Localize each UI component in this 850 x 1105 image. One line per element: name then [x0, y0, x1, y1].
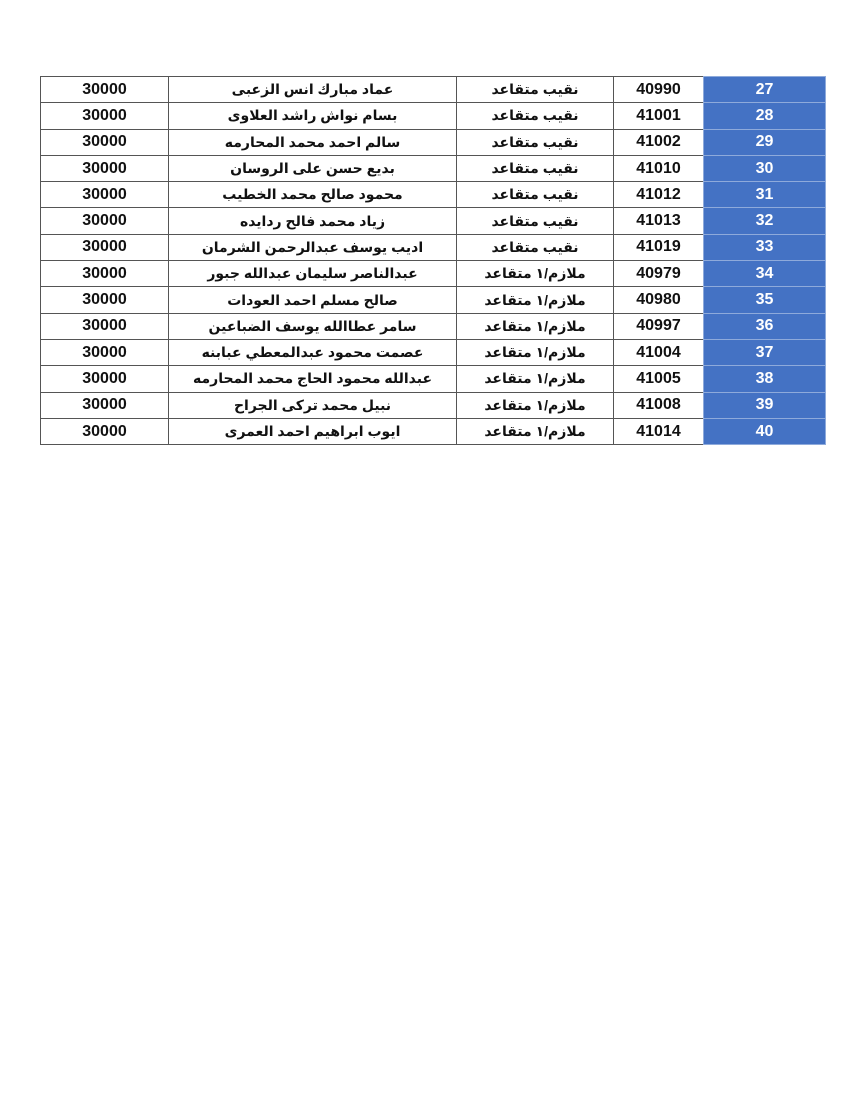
table-row: 31 41012 نقيب متقاعد محمود صالح محمد الخطيب…: [40, 181, 826, 209]
pension-table: 27 40990 نقيب متقاعد عماد مبارك انس الزعبى 3…: [40, 75, 826, 446]
row-number: 36: [703, 312, 826, 340]
rank-cell: ملازم/١ متقاعد: [456, 391, 614, 419]
amount-cell: 30000: [40, 233, 169, 262]
name-cell: بديع حسن على الروسان: [168, 154, 457, 183]
row-number: 31: [703, 181, 826, 209]
rank-cell: ملازم/١ متقاعد: [456, 417, 614, 446]
table-row: 35 40980 ملازم/١ متقاعد صالح مسلم احمد العو…: [40, 286, 826, 314]
amount-cell: 30000: [40, 260, 169, 288]
amount-cell: 30000: [40, 154, 169, 183]
amount-cell: 30000: [40, 128, 169, 156]
id-cell: 41019: [613, 233, 704, 262]
id-cell: 41005: [613, 365, 704, 393]
id-cell: 41012: [613, 181, 704, 209]
id-cell: 41002: [613, 128, 704, 156]
row-number: 32: [703, 207, 826, 235]
table-row: 38 41005 ملازم/١ متقاعد عبدالله محمود الحاج…: [40, 365, 826, 393]
row-number: 29: [703, 128, 826, 156]
name-cell: محمود صالح محمد الخطيب: [168, 181, 457, 209]
table-row: 29 41002 نقيب متقاعد سالم احمد محمد المحارم…: [40, 128, 826, 156]
name-cell: عماد مبارك انس الزعبى: [168, 75, 457, 104]
row-number: 37: [703, 338, 826, 367]
row-number: 30: [703, 154, 826, 183]
id-cell: 41014: [613, 417, 704, 446]
rank-cell: نقيب متقاعد: [456, 181, 614, 209]
name-cell: صالح مسلم احمد العودات: [168, 286, 457, 314]
table-row: 34 40979 ملازم/١ متقاعد عبدالناصر سليمان عب…: [40, 260, 826, 288]
rank-cell: نقيب متقاعد: [456, 102, 614, 130]
name-cell: زياد محمد فالح ردايده: [168, 207, 457, 235]
table-row: 33 41019 نقيب متقاعد اديب يوسف عبدالرحمن ال…: [40, 233, 826, 262]
amount-cell: 30000: [40, 102, 169, 130]
amount-cell: 30000: [40, 181, 169, 209]
rank-cell: ملازم/١ متقاعد: [456, 312, 614, 340]
row-number: 35: [703, 286, 826, 314]
id-cell: 41008: [613, 391, 704, 419]
table-row: 39 41008 ملازم/١ متقاعد نبيل محمد تركى الجر…: [40, 391, 826, 419]
amount-cell: 30000: [40, 75, 169, 104]
id-cell: 40979: [613, 260, 704, 288]
rank-cell: نقيب متقاعد: [456, 207, 614, 235]
name-cell: سامر عطاالله يوسف الضباعين: [168, 312, 457, 340]
amount-cell: 30000: [40, 417, 169, 446]
row-number: 28: [703, 102, 826, 130]
name-cell: ايوب ابراهيم احمد العمرى: [168, 417, 457, 446]
table-row: 27 40990 نقيب متقاعد عماد مبارك انس الزعبى 3…: [40, 75, 826, 104]
id-cell: 41001: [613, 102, 704, 130]
table-row: 36 40997 ملازم/١ متقاعد سامر عطاالله يوسف ا…: [40, 312, 826, 340]
amount-cell: 30000: [40, 391, 169, 419]
row-number: 40: [703, 417, 826, 446]
id-cell: 41004: [613, 338, 704, 367]
name-cell: عصمت محمود عبدالمعطي عبابنه: [168, 338, 457, 367]
table-row: 32 41013 نقيب متقاعد زياد محمد فالح ردايده 3…: [40, 207, 826, 235]
name-cell: عبدالله محمود الحاج محمد المحارمه: [168, 365, 457, 393]
id-cell: 40997: [613, 312, 704, 340]
id-cell: 41013: [613, 207, 704, 235]
table-row: 30 41010 نقيب متقاعد بديع حسن على الروسان 30…: [40, 154, 826, 183]
amount-cell: 30000: [40, 286, 169, 314]
row-number: 38: [703, 365, 826, 393]
row-number: 33: [703, 233, 826, 262]
amount-cell: 30000: [40, 312, 169, 340]
row-number: 34: [703, 260, 826, 288]
amount-cell: 30000: [40, 338, 169, 367]
rank-cell: نقيب متقاعد: [456, 233, 614, 262]
table-row: 37 41004 ملازم/١ متقاعد عصمت محمود عبدالمعط…: [40, 338, 826, 367]
rank-cell: نقيب متقاعد: [456, 154, 614, 183]
id-cell: 40990: [613, 75, 704, 104]
rank-cell: ملازم/١ متقاعد: [456, 286, 614, 314]
row-number: 27: [703, 75, 826, 104]
rank-cell: نقيب متقاعد: [456, 75, 614, 104]
rank-cell: ملازم/١ متقاعد: [456, 260, 614, 288]
id-cell: 40980: [613, 286, 704, 314]
amount-cell: 30000: [40, 207, 169, 235]
table-body: 27 40990 نقيب متقاعد عماد مبارك انس الزعبى 3…: [40, 75, 826, 446]
name-cell: نبيل محمد تركى الجراح: [168, 391, 457, 419]
rank-cell: ملازم/١ متقاعد: [456, 365, 614, 393]
name-cell: بسام نواش راشد العلاوى: [168, 102, 457, 130]
rank-cell: ملازم/١ متقاعد: [456, 338, 614, 367]
name-cell: سالم احمد محمد المحارمه: [168, 128, 457, 156]
rank-cell: نقيب متقاعد: [456, 128, 614, 156]
name-cell: اديب يوسف عبدالرحمن الشرمان: [168, 233, 457, 262]
name-cell: عبدالناصر سليمان عبدالله جبور: [168, 260, 457, 288]
id-cell: 41010: [613, 154, 704, 183]
table-row: 28 41001 نقيب متقاعد بسام نواش راشد العلاوى…: [40, 102, 826, 130]
row-number: 39: [703, 391, 826, 419]
amount-cell: 30000: [40, 365, 169, 393]
table-row: 40 41014 ملازم/١ متقاعد ايوب ابراهيم احمد ا…: [40, 417, 826, 446]
